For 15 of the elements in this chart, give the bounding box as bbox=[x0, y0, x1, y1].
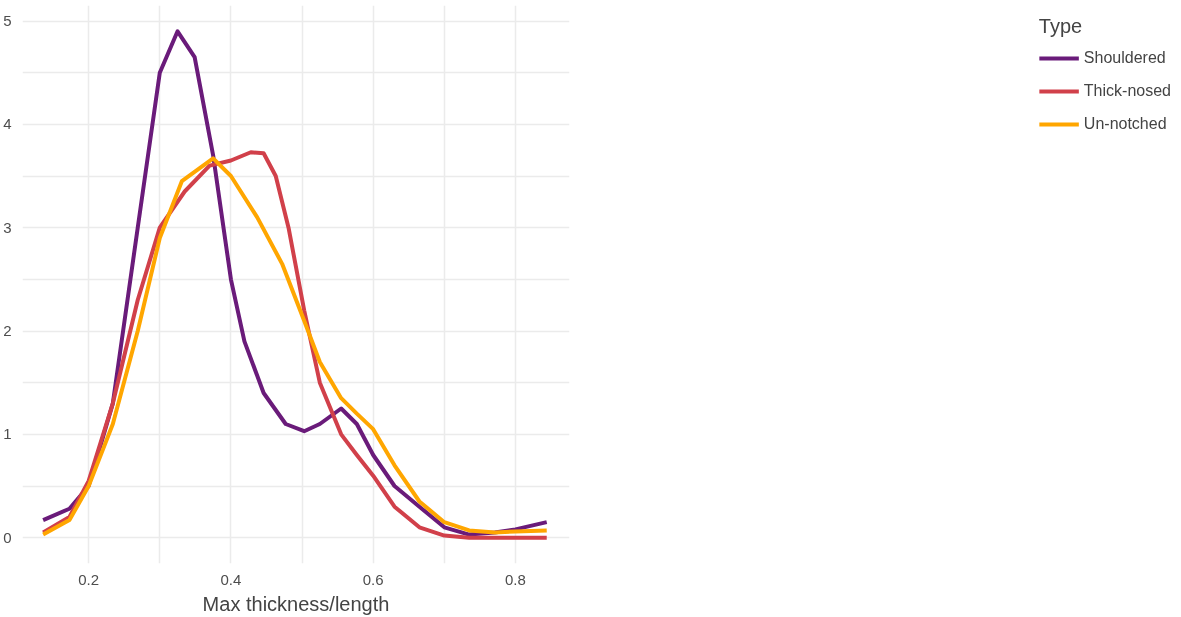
x-tick-label: 0.4 bbox=[220, 570, 242, 588]
legend-label: Thick-nosed bbox=[1083, 82, 1171, 100]
y-tick-label: 0 bbox=[3, 528, 12, 546]
y-tick-label: 1 bbox=[3, 425, 12, 443]
y-tick-label: 5 bbox=[3, 12, 12, 29]
x-tick-label: 0.2 bbox=[78, 570, 100, 588]
y-tick-label: 2 bbox=[3, 322, 12, 339]
legend-label: Un-notched bbox=[1083, 115, 1167, 133]
x-axis-title: Max thickness/length bbox=[202, 592, 390, 615]
x-tick-label: 0.8 bbox=[505, 570, 526, 588]
y-tick-label: 4 bbox=[3, 115, 12, 133]
y-tick-label: 3 bbox=[3, 218, 12, 236]
legend-label: Shouldered bbox=[1083, 49, 1166, 67]
x-tick-label: 0.6 bbox=[362, 570, 384, 588]
legend-title: Type bbox=[1038, 15, 1084, 38]
